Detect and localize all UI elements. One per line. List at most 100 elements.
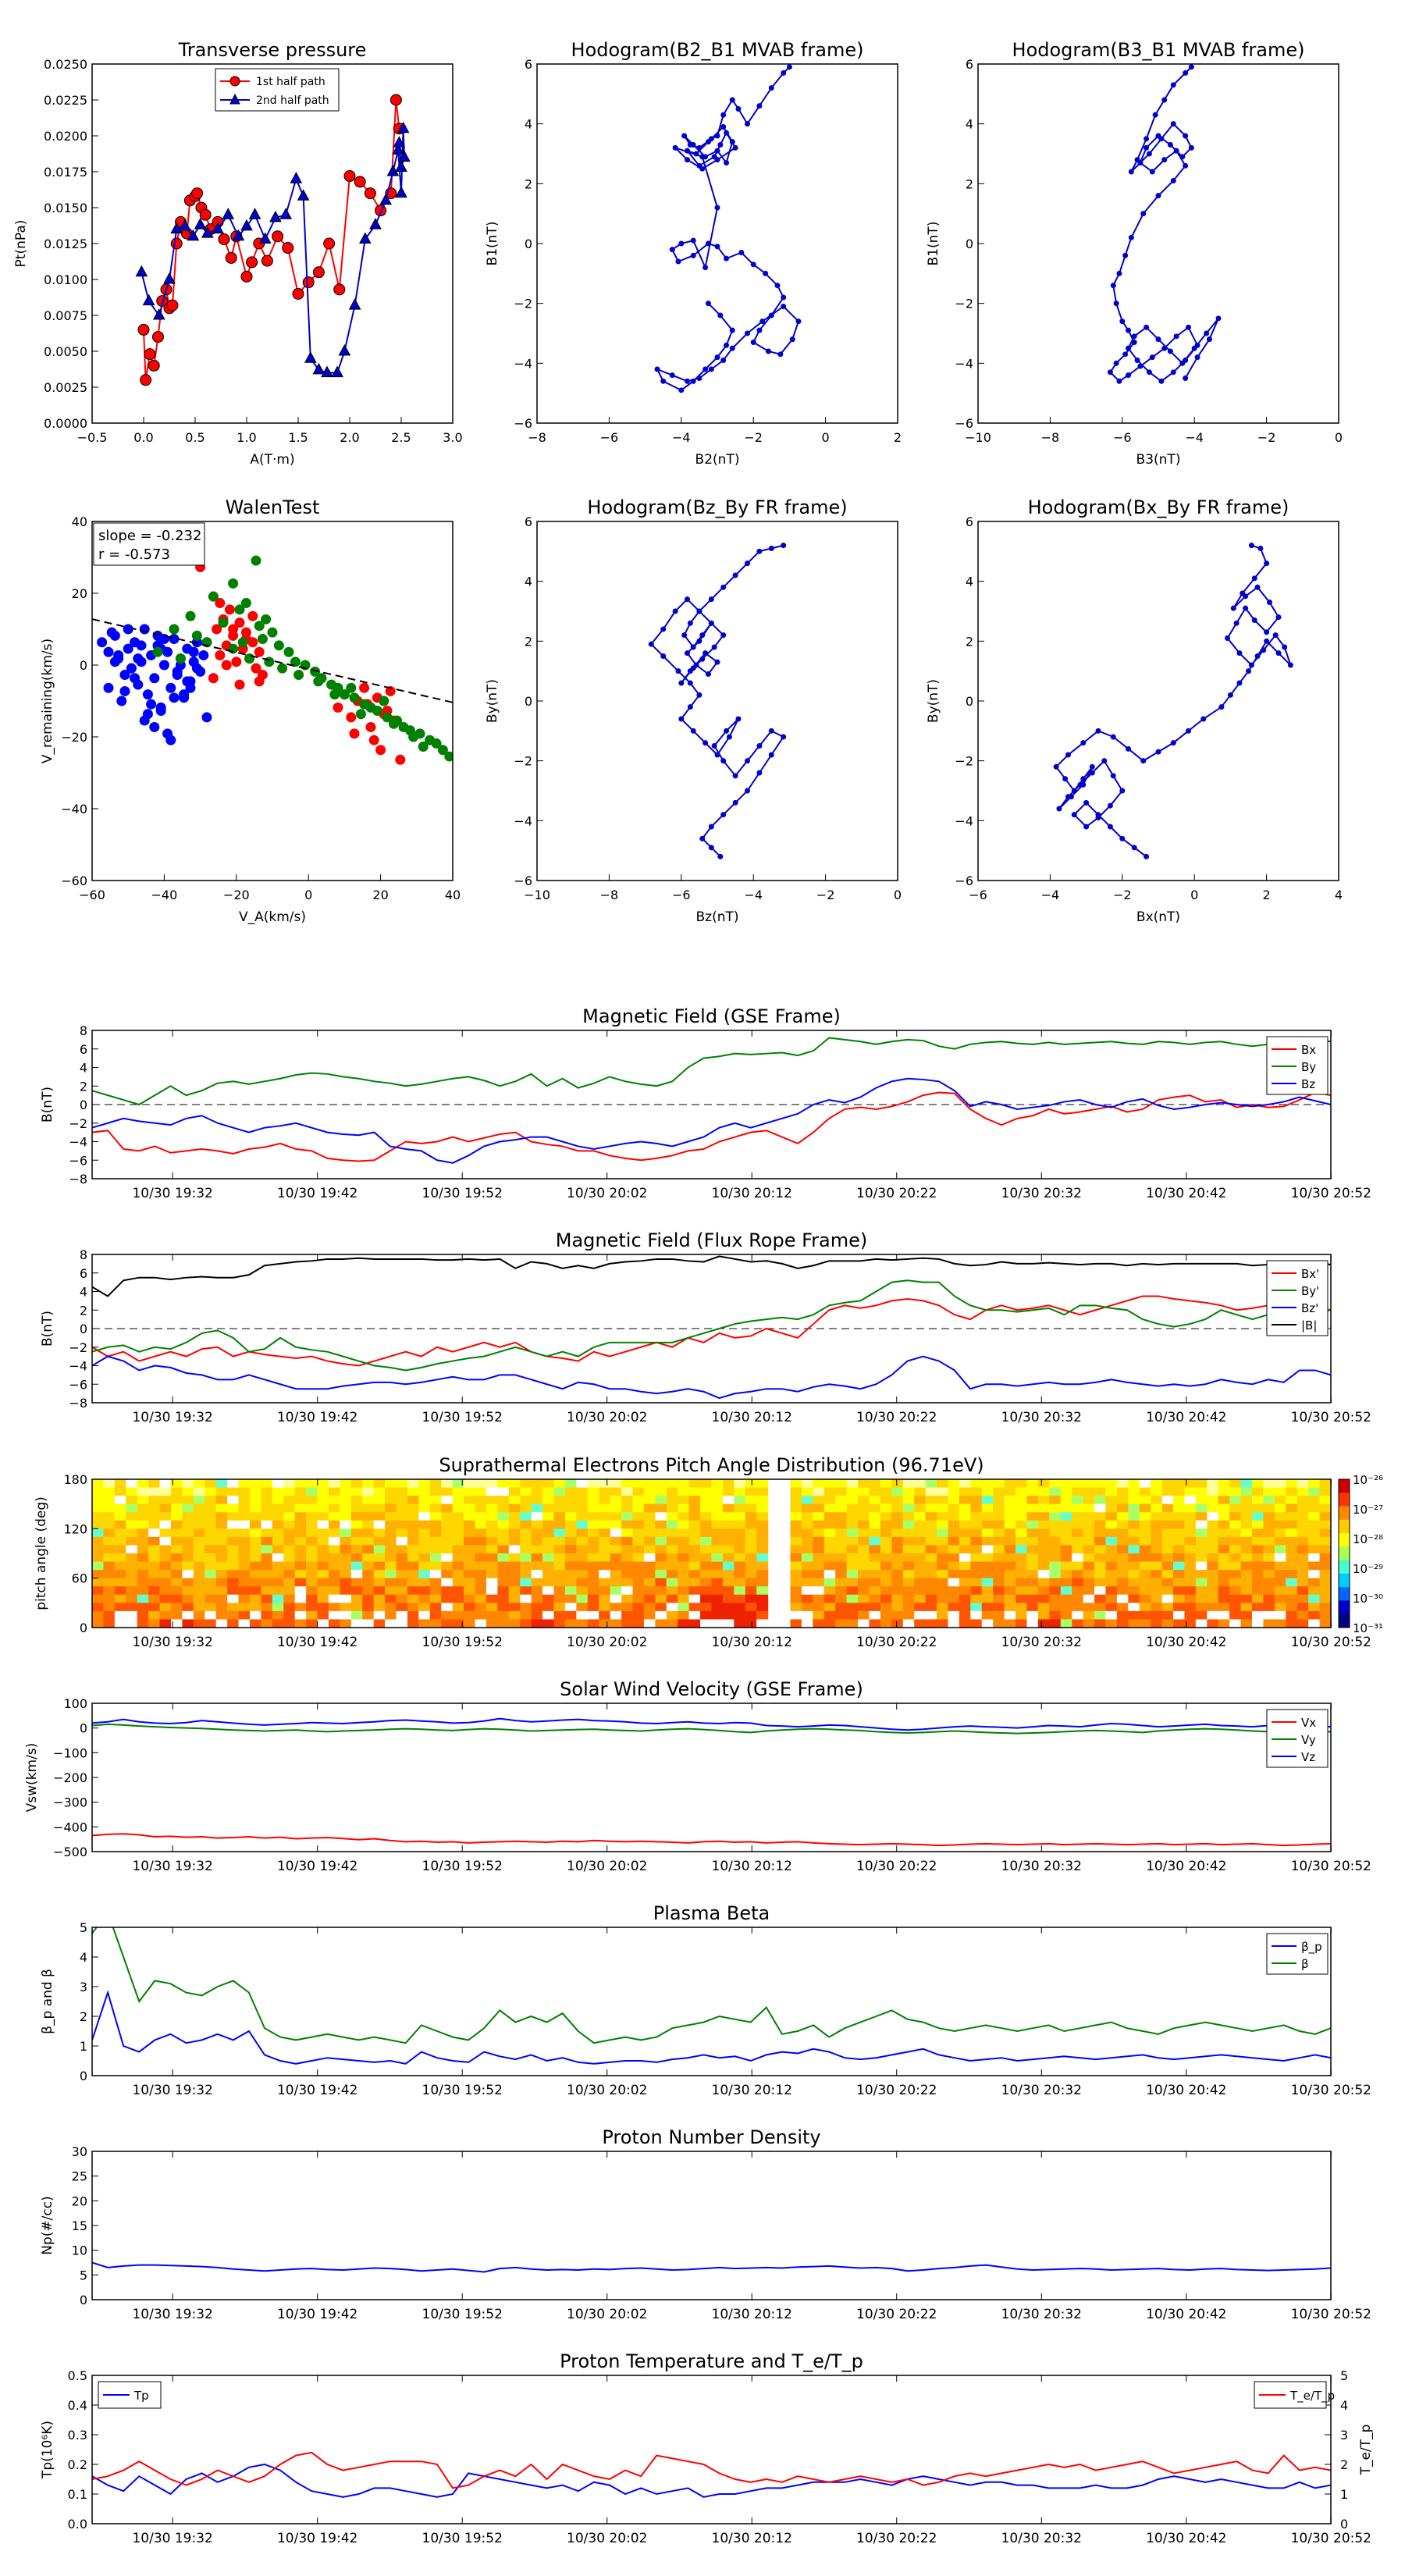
pad-cell <box>182 1578 194 1587</box>
pad-cell <box>823 1610 836 1621</box>
pad-cell <box>599 1487 611 1496</box>
walen-test-point <box>408 731 419 742</box>
hodogram-b3-b1-ytick-label: 4 <box>966 117 973 132</box>
pad-cell <box>452 1610 464 1621</box>
pad-cell <box>486 1520 498 1529</box>
pad-cell <box>1026 1619 1039 1628</box>
transverse-pressure-marker <box>191 187 204 200</box>
pad-cell <box>272 1594 284 1603</box>
pad-cell <box>1207 1610 1219 1621</box>
pad-cell <box>205 1520 217 1529</box>
pad-cell <box>1263 1619 1275 1628</box>
pad-cell <box>801 1503 813 1513</box>
hodogram-b3-b1-marker <box>1161 97 1168 103</box>
hodogram-bx-by-marker <box>1170 740 1176 746</box>
pad-cell <box>452 1586 464 1596</box>
pad-cell <box>959 1578 971 1587</box>
pad-cell <box>531 1570 543 1579</box>
pad-cell <box>520 1528 532 1538</box>
pad-cell <box>790 1545 802 1554</box>
hodogram-bz-by-marker <box>696 638 702 644</box>
pad-cell <box>92 1594 105 1603</box>
pad-cell <box>621 1512 634 1521</box>
pad-cell <box>587 1512 599 1521</box>
pad-cell <box>1026 1561 1039 1571</box>
hodogram-b2-b1-marker <box>768 312 774 318</box>
pad-cell <box>227 1578 240 1587</box>
pad-cell <box>1207 1545 1219 1554</box>
pad-cell <box>261 1496 273 1505</box>
pad-cell <box>385 1619 397 1628</box>
pad-cell <box>632 1520 645 1529</box>
pad-cell <box>328 1561 340 1571</box>
temperature-xtick-label: 10/30 19:52 <box>422 2531 503 2546</box>
pad-cell <box>1286 1520 1298 1529</box>
pad-cell <box>610 1528 622 1538</box>
transverse-pressure-marker <box>170 237 183 250</box>
pad-cell <box>734 1520 746 1529</box>
pad-cell <box>790 1586 802 1596</box>
pad-cell <box>711 1570 724 1579</box>
pad-cell <box>429 1561 442 1571</box>
pad-cell <box>283 1479 296 1489</box>
pad-cell <box>1308 1520 1321 1529</box>
pad-cell <box>159 1520 172 1529</box>
pad-cell <box>1274 1496 1286 1505</box>
pad-cell <box>632 1610 645 1621</box>
pad-cell <box>1286 1487 1298 1496</box>
pad-cell <box>283 1496 296 1505</box>
pad-cell <box>159 1610 172 1621</box>
pad-cell <box>306 1561 318 1571</box>
pad-cell <box>1173 1520 1186 1529</box>
pad-cell <box>1128 1570 1140 1579</box>
pad-cell <box>745 1512 757 1521</box>
pad-cell <box>238 1545 251 1554</box>
pad-cell <box>317 1578 329 1587</box>
hodogram-bz-by-marker <box>708 620 714 626</box>
hodogram-b3-b1-marker <box>1155 336 1161 343</box>
pad-cell <box>869 1512 881 1521</box>
pad-cell <box>902 1528 915 1538</box>
pad-colorbar-label: 10⁻²⁸ <box>1353 1532 1383 1546</box>
hodogram-bx-by-marker <box>1200 716 1207 722</box>
pad-cell <box>745 1496 757 1505</box>
mag-fr-legend-label: By' <box>1301 1284 1319 1298</box>
pad-cell <box>464 1578 476 1587</box>
pad-cell <box>1151 1512 1163 1521</box>
solar-wind-xtick-label: 10/30 20:12 <box>712 1859 792 1874</box>
transverse-pressure-marker <box>292 287 304 300</box>
pad-cell <box>272 1561 284 1571</box>
hodogram-b2-b1-marker <box>724 160 730 165</box>
hodogram-bx-by-marker <box>1264 629 1270 635</box>
pad-cell <box>306 1586 318 1596</box>
pad-cell <box>486 1594 498 1603</box>
pad-cell <box>531 1578 543 1587</box>
pad-cell <box>1049 1528 1062 1538</box>
pad-cell <box>418 1610 431 1621</box>
pad-cell <box>1116 1487 1129 1496</box>
pad-cell <box>340 1496 352 1505</box>
pad-cell <box>1319 1536 1332 1546</box>
pad-cell <box>756 1503 769 1513</box>
pad-cell <box>970 1578 983 1587</box>
pad-cell <box>350 1496 363 1505</box>
pad-cell <box>869 1496 881 1505</box>
pad-cell <box>418 1503 431 1513</box>
pad-cell <box>396 1578 408 1587</box>
hodogram-b3-b1-marker <box>1122 252 1129 258</box>
pad-cell <box>306 1536 318 1546</box>
pad-cell <box>801 1520 813 1529</box>
pad-cell <box>283 1610 296 1621</box>
pad-cell <box>1184 1479 1197 1489</box>
pad-cell <box>261 1561 273 1571</box>
hodogram-bz-by-marker <box>720 758 727 764</box>
pad-cell <box>576 1536 589 1546</box>
pad-cell <box>261 1619 273 1628</box>
pad-cell <box>497 1586 510 1596</box>
hodogram-bx-by-ytick-label: −2 <box>955 754 973 769</box>
pad-cell <box>542 1496 555 1505</box>
pad-cell <box>981 1512 994 1521</box>
pad-cell <box>486 1610 498 1621</box>
pad-cell <box>205 1553 217 1563</box>
pad-cell <box>1286 1561 1298 1571</box>
